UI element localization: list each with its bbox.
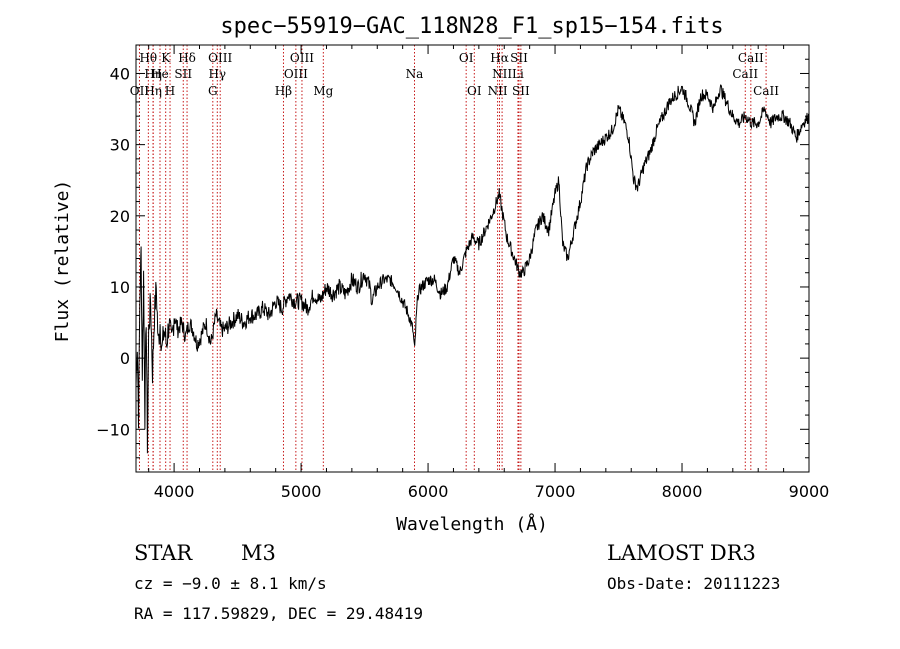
spectral-line-label: Hδ — [178, 51, 196, 65]
x-tick-label: 5000 — [281, 482, 322, 501]
y-tick-label: 20 — [110, 207, 130, 226]
y-tick-label: 10 — [110, 278, 130, 297]
y-tick-label: 30 — [110, 136, 130, 155]
object-class: STAR — [134, 541, 193, 565]
spectral-line-label: Hγ — [208, 67, 226, 81]
spectral-line-label: CaII — [738, 51, 764, 65]
spectral-line-label: SII — [174, 67, 192, 81]
spectral-line-label: CaII — [753, 84, 779, 98]
x-tick-label: 9000 — [789, 482, 830, 501]
x-tick-label: 7000 — [535, 482, 576, 501]
y-tick-label: 0 — [120, 349, 130, 368]
spectral-line-label: NII — [488, 84, 508, 98]
x-tick-label: 8000 — [662, 482, 703, 501]
spectrum-line — [135, 84, 810, 454]
spectral-line-label: OIII — [208, 51, 232, 65]
x-tick-label: 6000 — [408, 482, 449, 501]
spectral-line-label: OI — [459, 51, 474, 65]
axis-ticks: 4000 5000 6000 7000 8000 9000 −10 0 10 20 30 40 — [96, 45, 829, 501]
spectral-line-label: NII — [492, 67, 512, 81]
spectral-line-label: SII — [510, 51, 528, 65]
object-subclass: M3 — [241, 541, 276, 565]
plot-frame — [135, 44, 810, 473]
observation-date: Obs-Date: 20111223 — [607, 574, 780, 593]
spectral-line-label: Hα — [490, 51, 509, 65]
spectral-line-label: Hη — [144, 67, 162, 81]
spectral-line-label: H — [165, 84, 175, 98]
spectral-line-label: CaII — [732, 67, 758, 81]
spectral-line-label: Mg — [313, 84, 333, 98]
x-tick-label: 4000 — [154, 482, 195, 501]
spectral-line-label: OIII — [290, 51, 314, 65]
y-tick-label: −10 — [96, 420, 130, 439]
spectral-line-label: Hη — [144, 84, 162, 98]
spectral-line-label: Na — [406, 67, 424, 81]
survey-name: LAMOST DR3 — [607, 541, 756, 565]
spectral-line-label: Hθ — [139, 51, 157, 65]
y-tick-label: 40 — [110, 64, 130, 83]
spectral-line-label: Li — [512, 67, 524, 81]
spectral-line-label: OII — [130, 84, 150, 98]
x-axis-label: Wavelength (Å) — [396, 513, 548, 535]
spectrum-series — [135, 84, 810, 454]
spectral-line-label: G — [208, 84, 218, 98]
spectral-line-label: Hβ — [275, 84, 292, 98]
chart-title: spec−55919−GAC_118N28_F1_sp15−154.fits — [220, 14, 723, 39]
spectral-line-label: OIII — [284, 67, 308, 81]
y-axis-label: Flux (relative) — [52, 180, 73, 343]
spectral-line-label: SII — [512, 84, 530, 98]
redshift-cz: cz = −9.0 ± 8.1 km/s — [134, 574, 327, 593]
spectral-line-label: OI — [467, 84, 482, 98]
coordinates: RA = 117.59829, DEC = 29.48419 — [134, 604, 423, 623]
spectral-line-label: He — [151, 67, 169, 81]
spectral-line-label: K — [161, 51, 171, 65]
